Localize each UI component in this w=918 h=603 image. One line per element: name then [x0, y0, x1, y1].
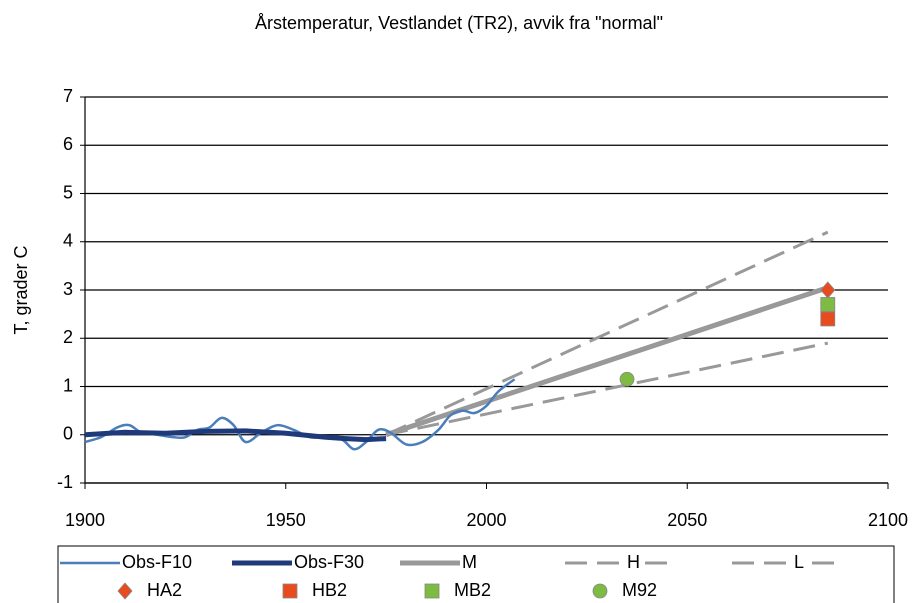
- x-tick-label: 1950: [266, 510, 306, 530]
- legend-marker: [282, 583, 298, 599]
- y-tick-label: 0: [63, 424, 73, 444]
- legend-label: L: [794, 552, 804, 572]
- legend-label: M92: [622, 580, 657, 600]
- legend-label: Obs-F30: [294, 552, 364, 572]
- x-tick-label: 2050: [667, 510, 707, 530]
- x-tick-label: 2000: [466, 510, 506, 530]
- series-line: [385, 230, 829, 437]
- x-tick-label: 1900: [65, 510, 105, 530]
- y-tick-label: 6: [63, 134, 73, 154]
- series-line: [84, 378, 516, 451]
- y-tick-label: -1: [57, 472, 73, 492]
- legend-marker: [424, 583, 440, 599]
- y-tick-label: 1: [63, 375, 73, 395]
- legend-label: M: [462, 552, 477, 572]
- series-line: [84, 428, 387, 443]
- legend-label: Obs-F10: [122, 552, 192, 572]
- x-tick-label: 2100: [868, 510, 908, 530]
- legend-box: [57, 545, 895, 603]
- point: [619, 371, 635, 387]
- legend-marker: [592, 583, 608, 599]
- y-tick-label: 7: [63, 86, 73, 106]
- y-tick-label: 3: [63, 279, 73, 299]
- y-axis-label: T, grader C: [11, 245, 31, 334]
- point: [820, 311, 836, 327]
- y-tick-label: 5: [63, 182, 73, 202]
- legend-label: H: [627, 552, 640, 572]
- y-tick-label: 2: [63, 327, 73, 347]
- point: [820, 281, 836, 299]
- legend-marker: [117, 582, 133, 600]
- legend-label: MB2: [454, 580, 491, 600]
- legend-label: HB2: [312, 580, 347, 600]
- legend-label: HA2: [147, 580, 182, 600]
- y-tick-label: 4: [63, 231, 73, 251]
- point: [820, 297, 836, 312]
- chart-title: Årstemperatur, Vestlandet (TR2), avvik f…: [255, 13, 663, 33]
- series-line: [385, 341, 829, 437]
